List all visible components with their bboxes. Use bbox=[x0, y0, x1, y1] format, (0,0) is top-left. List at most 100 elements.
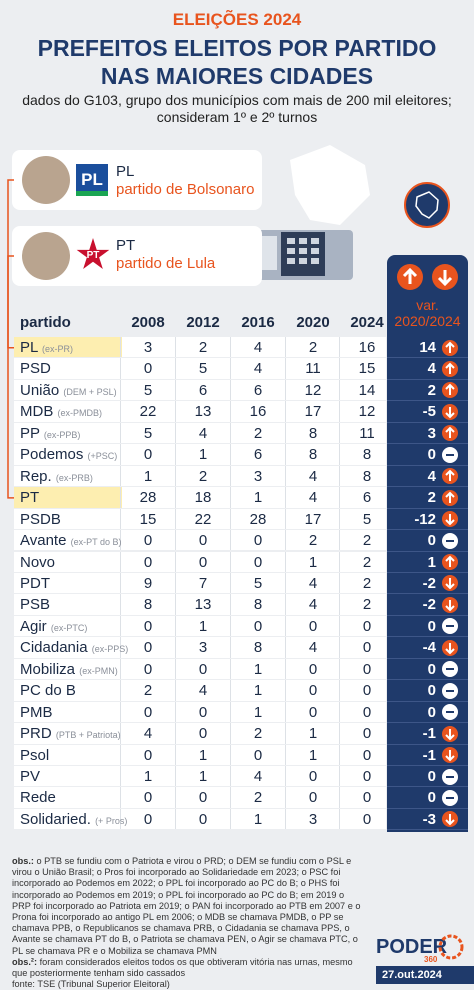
value-cell: 11 bbox=[305, 360, 321, 378]
cell-sep bbox=[339, 615, 340, 637]
column-header: 2024 bbox=[350, 314, 384, 331]
cell-sep bbox=[230, 358, 231, 379]
party-name: PC do B bbox=[20, 682, 76, 700]
value-cell: 0 bbox=[362, 703, 372, 721]
subtitle: dados do G103, grupo dos municípios com … bbox=[0, 92, 474, 126]
cell-sep bbox=[230, 444, 231, 465]
cell-sep bbox=[175, 658, 176, 680]
var-icon bbox=[442, 446, 458, 463]
value-cell: 1 bbox=[143, 467, 153, 485]
var-icon bbox=[442, 596, 458, 613]
value-cell: 8 bbox=[308, 446, 318, 464]
value-cell: 1 bbox=[143, 768, 153, 785]
value-cell: 2 bbox=[253, 789, 263, 807]
cell-sep bbox=[285, 723, 286, 744]
date: 27.out.2024 bbox=[376, 966, 474, 984]
cell-sep bbox=[339, 701, 340, 723]
column-header: 2008 bbox=[131, 314, 165, 331]
cell-sep bbox=[120, 444, 121, 465]
value-cell: 17 bbox=[304, 403, 322, 421]
value-cell: 2 bbox=[143, 682, 153, 700]
cell-sep bbox=[285, 508, 286, 530]
cell-sep bbox=[339, 551, 340, 572]
cell-sep bbox=[285, 594, 286, 615]
column-header: 2012 bbox=[186, 314, 220, 331]
cell-sep bbox=[120, 530, 121, 551]
party-cell: PC do B bbox=[20, 680, 76, 701]
cell-sep bbox=[285, 680, 286, 701]
value-cell: 0 bbox=[143, 810, 153, 828]
party-cell: Psol bbox=[20, 745, 49, 766]
cell-sep bbox=[175, 530, 176, 551]
note: obs.²: foram considerados eleitos todos … bbox=[12, 957, 362, 979]
value-cell: 2 bbox=[253, 424, 263, 442]
var-icon bbox=[442, 618, 458, 635]
photo bbox=[22, 232, 70, 280]
party-note: (ex-PT do B) bbox=[70, 537, 122, 548]
row-bg bbox=[14, 358, 386, 379]
icon-arrow bbox=[445, 341, 455, 353]
value-cell: 4 bbox=[308, 489, 318, 507]
cell-sep bbox=[175, 723, 176, 744]
cell-sep bbox=[285, 358, 286, 379]
cell-sep bbox=[339, 594, 340, 615]
row-sep bbox=[387, 636, 468, 638]
cell-sep bbox=[120, 701, 121, 723]
var-value: 14 bbox=[419, 339, 436, 356]
brand: PODER bbox=[376, 936, 448, 958]
icon-arrow bbox=[445, 599, 455, 612]
party-name: PSDB bbox=[20, 510, 61, 528]
party-name: PL bbox=[20, 339, 38, 356]
party-cell: PSB bbox=[20, 594, 50, 615]
cell-sep bbox=[175, 615, 176, 637]
row-bg bbox=[14, 766, 386, 787]
var-value: -2 bbox=[422, 574, 436, 592]
value-cell: 0 bbox=[198, 532, 208, 550]
var-icon bbox=[442, 639, 458, 656]
var-value: 4 bbox=[427, 467, 436, 485]
cell-sep bbox=[120, 401, 121, 422]
party-cell: PRD (PTB + Patriota) bbox=[20, 723, 121, 746]
cell-sep bbox=[230, 594, 231, 615]
party-note: (ex-PR) bbox=[41, 344, 73, 354]
party-note: (ex-PMDB) bbox=[57, 408, 103, 419]
cell-sep bbox=[339, 787, 340, 808]
cell-sep bbox=[285, 337, 286, 358]
cell-sep bbox=[120, 379, 121, 401]
cell-sep bbox=[285, 658, 286, 680]
var-icon bbox=[442, 339, 458, 356]
cell-sep bbox=[285, 701, 286, 723]
party-cell: Rep. (ex-PRB) bbox=[20, 466, 93, 489]
value-cell: 17 bbox=[304, 510, 322, 528]
note-text: o PTB se fundiu com o Patriota e virou o… bbox=[12, 856, 361, 956]
var-value: 1 bbox=[427, 553, 436, 571]
value-cell: 0 bbox=[253, 617, 263, 635]
var-value: 0 bbox=[427, 703, 436, 721]
cell-sep bbox=[339, 808, 340, 830]
column-header: 2016 bbox=[241, 314, 275, 331]
cell-sep bbox=[230, 530, 231, 551]
value-cell: 8 bbox=[253, 596, 263, 614]
value-cell: 13 bbox=[194, 596, 212, 614]
value-cell: 2 bbox=[253, 725, 263, 743]
row-bg bbox=[14, 530, 386, 551]
party-name: Rep. bbox=[20, 467, 52, 485]
value-cell: 4 bbox=[253, 360, 263, 378]
value-cell: 0 bbox=[362, 789, 372, 807]
cell-sep bbox=[230, 701, 231, 723]
value-cell: 0 bbox=[198, 725, 208, 743]
value-cell: 8 bbox=[253, 639, 263, 657]
value-cell: 8 bbox=[362, 467, 372, 485]
var-value: 2 bbox=[427, 489, 436, 507]
party-name: PSB bbox=[20, 596, 51, 614]
var-header-line: 2020/2024 bbox=[394, 313, 461, 329]
value-cell: 4 bbox=[253, 339, 263, 356]
cell-sep bbox=[285, 401, 286, 422]
cell-sep bbox=[175, 766, 176, 787]
subtitle-line: consideram 1º e 2º turnos bbox=[156, 109, 318, 125]
cell-sep bbox=[339, 530, 340, 551]
value-cell: 0 bbox=[143, 617, 153, 635]
icon-arrow bbox=[445, 642, 455, 655]
row-sep bbox=[387, 743, 468, 745]
